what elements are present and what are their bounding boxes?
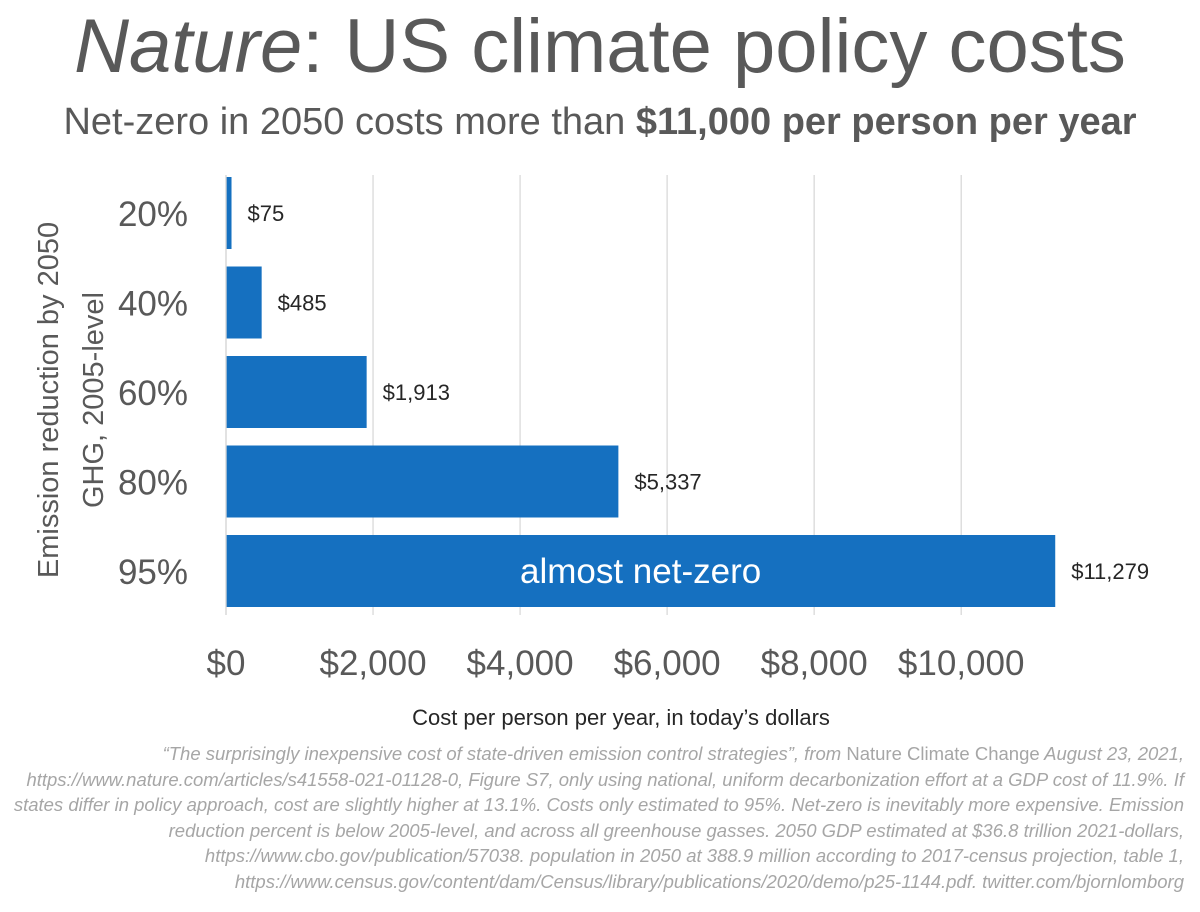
subtitle-plain: Net-zero in 2050 costs more than — [63, 101, 636, 143]
bar-40pct — [226, 266, 262, 339]
data-label: $5,337 — [634, 470, 701, 495]
chart-title: Nature: US climate policy costs — [0, 4, 1200, 90]
bar-95pct — [226, 535, 1056, 607]
data-label: $485 — [278, 291, 327, 316]
y-axis-title-line: Emission reduction by 2050 — [33, 222, 65, 578]
x-tick-label: $4,000 — [467, 644, 574, 683]
category-label: 40% — [118, 285, 188, 324]
footnote-text: “The surprisingly inexpensive cost of st… — [162, 743, 847, 764]
title-italic: Nature — [74, 4, 303, 89]
category-label: 60% — [118, 374, 188, 413]
bar-60pct — [226, 356, 367, 428]
category-label: 20% — [118, 195, 188, 234]
bar-20pct — [226, 177, 232, 249]
footnote-text: August 23, 2021, https://www.nature.com/… — [13, 743, 1184, 892]
subtitle-bold: $11,000 per person per year — [635, 101, 1137, 143]
footnote-journal-name: Nature Climate Change — [846, 743, 1040, 764]
x-tick-label: $2,000 — [320, 644, 427, 683]
x-axis-title: Cost per person per year, in today’s dol… — [412, 705, 830, 730]
x-tick-label: $6,000 — [614, 644, 721, 683]
source-footnote: “The surprisingly inexpensive cost of st… — [4, 741, 1184, 894]
x-tick-label: $10,000 — [898, 644, 1025, 683]
x-tick-label: $0 — [207, 644, 246, 683]
category-label: 95% — [118, 553, 188, 592]
data-label: $75 — [248, 201, 285, 226]
data-label: $11,279 — [1071, 559, 1149, 584]
bar-annotation: almost net-zero — [520, 552, 761, 591]
bar-80pct — [226, 445, 619, 518]
chart-subtitle: Net-zero in 2050 costs more than $11,000… — [0, 98, 1200, 146]
y-axis-title-line: GHG, 2005-level — [78, 292, 110, 508]
x-tick-label: $8,000 — [761, 644, 868, 683]
data-label: $1,913 — [383, 380, 450, 405]
bar-chart: $0 $2,000 $4,000 $6,000 $8,000 $10,000 20% $75 4… — [33, 175, 1149, 730]
title-rest: : US climate policy costs — [302, 4, 1126, 89]
category-label: 80% — [118, 464, 188, 503]
